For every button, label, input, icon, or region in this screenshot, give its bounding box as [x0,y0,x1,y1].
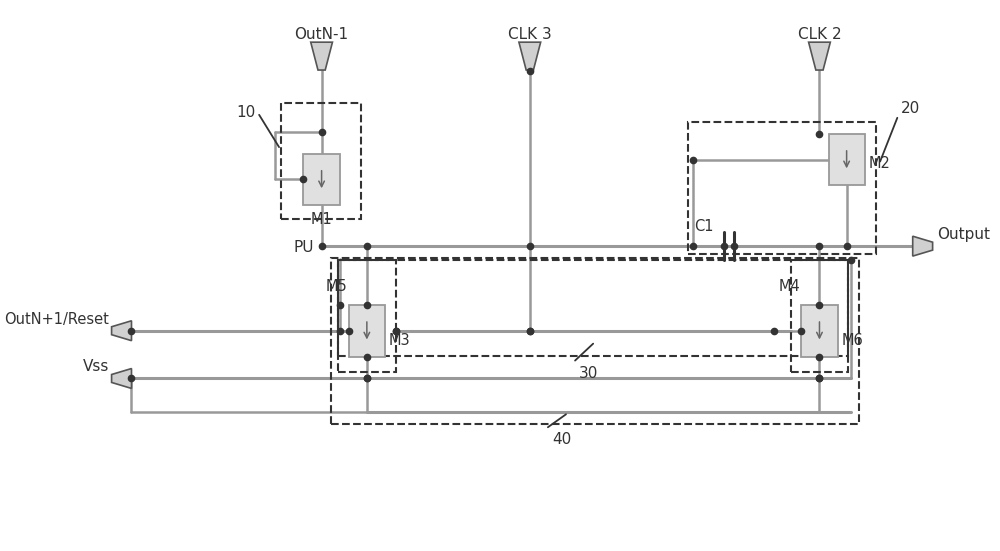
FancyBboxPatch shape [801,305,838,356]
Text: M1: M1 [311,212,332,228]
Bar [281,103,361,219]
Text: CLK 3: CLK 3 [508,27,552,42]
Bar [331,258,859,424]
Text: M6: M6 [841,333,863,348]
Bar [338,260,396,371]
Text: 40: 40 [552,432,571,447]
Text: M3: M3 [389,333,410,348]
Polygon shape [913,236,933,256]
Polygon shape [311,42,332,70]
Text: PU: PU [294,240,314,255]
Polygon shape [519,42,541,70]
Bar [338,260,848,355]
Polygon shape [809,42,830,70]
Polygon shape [112,369,131,388]
Polygon shape [112,321,131,341]
FancyBboxPatch shape [303,154,340,206]
Text: C1: C1 [694,219,713,234]
Text: M4: M4 [779,279,800,294]
Text: 30: 30 [579,365,598,381]
Text: M5: M5 [326,279,348,294]
Text: OutN+1/Reset: OutN+1/Reset [4,312,109,327]
Text: Output: Output [937,227,990,242]
Text: OutN-1: OutN-1 [295,27,349,42]
Text: 20: 20 [901,101,920,116]
Text: 10: 10 [236,105,256,120]
Text: M2: M2 [868,156,890,171]
Text: CLK 2: CLK 2 [798,27,841,42]
FancyBboxPatch shape [349,305,385,356]
Bar [791,260,848,371]
FancyBboxPatch shape [829,134,865,186]
Text: Vss: Vss [82,359,109,375]
Bar [688,122,876,254]
